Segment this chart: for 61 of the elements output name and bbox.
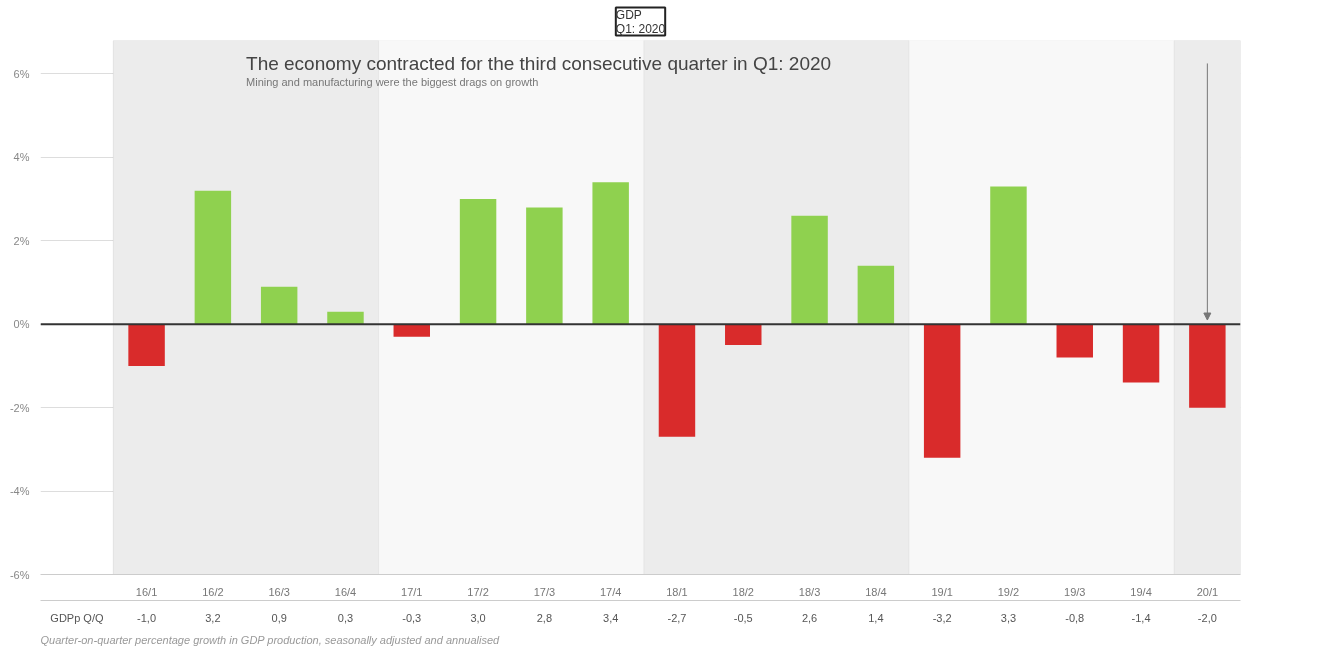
annotation: Mining and manufacturing were the biggest drags on growth (246, 76, 539, 89)
bar (658, 324, 696, 437)
x-tick-label: 17/1 (401, 585, 423, 598)
x-tick-label: 16/2 (202, 585, 224, 598)
data-label: 0,9 (271, 611, 287, 624)
data-label: -0,3 (402, 611, 422, 624)
x-tick-label: 18/4 (865, 585, 887, 598)
y-tick-label: 4% (13, 151, 30, 164)
bar (260, 286, 298, 325)
x-tick-label: 17/2 (467, 585, 489, 598)
x-tick-label: 18/1 (666, 585, 688, 598)
bar (459, 199, 497, 325)
x-tick-label: 19/1 (931, 585, 953, 598)
y-tick-label: 2% (13, 234, 30, 247)
x-tick-label: 19/4 (1130, 585, 1152, 598)
x-tick-label: 18/3 (798, 585, 821, 598)
x-tick-label: 20/1 (1196, 585, 1219, 598)
bar (990, 186, 1027, 325)
bar (128, 324, 165, 366)
data-label: -2,0 (1197, 611, 1217, 624)
y-tick-label: -6% (9, 568, 30, 581)
data-label: 3,4 (603, 611, 619, 624)
text: GDPp Q/Q (50, 611, 104, 624)
x-tick-label: 19/3 (1064, 585, 1086, 598)
bar (923, 324, 961, 458)
data-label: 3,2 (205, 611, 221, 624)
text: Quarter-on-quarter percentage growth in GDP production, seasonally adjusted and annualised (40, 633, 500, 646)
bar (1122, 324, 1160, 383)
data-label: -1,0 (137, 611, 157, 624)
data-label: -0,5 (733, 611, 753, 624)
bar (725, 324, 762, 346)
data-label: 0,3 (337, 611, 354, 624)
bar (393, 324, 430, 337)
data-label: -0,8 (1065, 611, 1085, 624)
bar (194, 190, 232, 325)
bar (1189, 324, 1226, 408)
x-tick-label: 16/4 (334, 585, 357, 598)
data-label: 2,8 (536, 611, 553, 624)
data-label: 1,4 (868, 611, 884, 624)
y-tick-label: -4% (9, 485, 30, 498)
x-tick-label: 16/3 (268, 585, 290, 598)
x-tick-label: 18/2 (732, 585, 754, 598)
x-tick-label: 19/2 (997, 585, 1020, 598)
bar (592, 182, 629, 325)
data-label: 3,0 (470, 611, 486, 624)
x-tick-label: 17/4 (599, 585, 622, 598)
y-tick-label: 0% (13, 318, 30, 331)
bar (526, 207, 563, 325)
x-tick-label: 17/3 (533, 585, 556, 598)
data-label: -3,2 (932, 611, 952, 624)
x-tick-label: 16/1 (135, 585, 158, 598)
data-label: 3,3 (1000, 611, 1017, 624)
annotation: The economy contracted for the third consecutive quarter in Q1: 2020 (246, 52, 832, 74)
bar (1056, 324, 1093, 358)
y-tick-label: -2% (9, 401, 30, 414)
y-tick-label: 6% (13, 67, 30, 80)
bar (791, 215, 828, 325)
data-label: -1,4 (1131, 611, 1151, 624)
data-label: 2,6 (801, 611, 818, 624)
data-label: -2,7 (667, 611, 687, 624)
bar (857, 265, 895, 325)
